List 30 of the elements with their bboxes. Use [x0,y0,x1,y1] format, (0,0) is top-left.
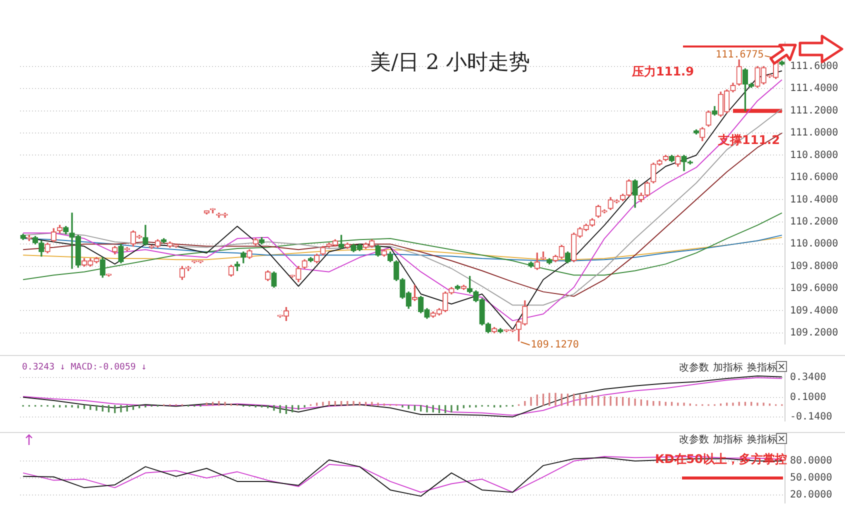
annotation: 加指标 [713,434,743,446]
y-tick-label: 0.1000 [790,392,826,403]
y-tick-label: 0.3400 [790,372,826,384]
y-tick-label: 110.4000 [790,194,838,206]
y-tick-label: -0.1400 [790,412,832,423]
annotation: 0.3243 ↓ MACD:-0.0059 ↓ [22,362,147,372]
annotation: 111.6775 [716,49,764,60]
chart-title: 美/日 2 小时走势 [370,50,530,74]
ref-line-label: 压力111.9 [631,64,694,79]
y-tick-label: 110.2000 [790,216,838,228]
y-tick-label: 110.6000 [790,172,838,184]
y-tick-label: 20.0000 [790,490,832,501]
y-tick-label: 109.2000 [790,327,838,338]
y-tick-label: 109.4000 [790,305,838,316]
annotation: 改参数 [679,362,709,374]
annotation: 改参数 [679,434,709,446]
y-tick-label: 110.0000 [790,238,838,250]
y-tick-label: 50.0000 [790,472,832,484]
y-tick-label: 111.6000 [790,61,838,72]
y-tick-label: 111.2000 [790,105,838,116]
y-tick-label: 111.4000 [790,83,838,94]
y-tick-label: 111.0000 [790,128,838,139]
annotation: 换指标 [747,434,777,446]
y-tick-label: 109.6000 [790,283,838,294]
y-tick-label: 80.0000 [790,456,832,467]
y-tick-label: 109.8000 [790,260,838,272]
annotation: 换指标 [747,362,777,374]
y-tick-label: 110.8000 [790,150,838,161]
annotation: 109.1270 [530,340,579,351]
annotation: 加指标 [713,362,743,374]
